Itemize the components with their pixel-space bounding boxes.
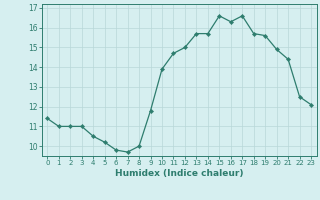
X-axis label: Humidex (Indice chaleur): Humidex (Indice chaleur) — [115, 169, 244, 178]
